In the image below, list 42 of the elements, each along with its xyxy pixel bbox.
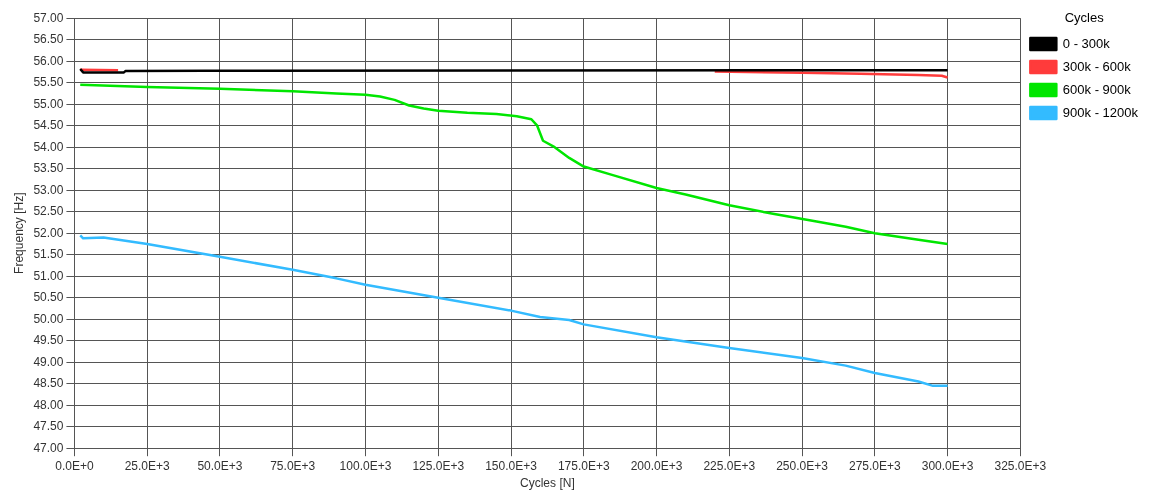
y-tick-label: 48.00 <box>33 397 64 412</box>
legend-label: 0 - 300k <box>1062 35 1111 51</box>
y-tick-label: 54.00 <box>33 139 64 154</box>
x-tick-label: 250.0E+3 <box>776 458 829 473</box>
x-tick-label: 25.0E+3 <box>124 458 171 473</box>
y-axis-title: Frequency [Hz] <box>11 192 26 274</box>
legend-label: 900k - 1200k <box>1062 104 1139 120</box>
y-tick-label: 56.00 <box>33 53 64 68</box>
x-tick-label: 325.0E+3 <box>994 458 1047 473</box>
x-tick-label: 300.0E+3 <box>921 458 974 473</box>
y-tick-label: 53.50 <box>33 161 64 176</box>
y-tick-label: 47.50 <box>33 419 64 434</box>
x-axis-title: Cycles [N] <box>520 476 575 491</box>
x-tick-label: 0.0E+0 <box>55 458 94 473</box>
y-tick-label: 57.00 <box>33 10 64 25</box>
y-tick-label: 55.00 <box>33 96 64 111</box>
legend-title: Cycles <box>1064 10 1105 26</box>
x-tick-label: 100.0E+3 <box>339 458 392 473</box>
y-tick-label: 48.50 <box>33 376 64 391</box>
legend-label: 300k - 600k <box>1062 58 1132 74</box>
y-tick-label: 54.50 <box>33 118 64 133</box>
y-tick-label: 51.00 <box>33 268 64 283</box>
y-tick-label: 53.00 <box>33 182 64 197</box>
x-tick-label: 75.0E+3 <box>270 458 316 473</box>
x-tick-label: 150.0E+3 <box>485 458 538 473</box>
x-tick-label: 275.0E+3 <box>848 458 901 473</box>
y-tick-label: 50.00 <box>33 311 64 326</box>
y-tick-label: 49.50 <box>33 333 64 348</box>
y-tick-label: 52.00 <box>33 225 64 240</box>
y-tick-label: 51.50 <box>33 247 64 262</box>
x-tick-label: 125.0E+3 <box>412 458 465 473</box>
legend-label: 600k - 900k <box>1062 81 1132 97</box>
y-tick-label: 49.00 <box>33 354 64 369</box>
y-tick-label: 52.50 <box>33 204 64 219</box>
y-tick-label: 56.50 <box>33 32 64 47</box>
x-tick-label: 200.0E+3 <box>630 458 683 473</box>
x-tick-label: 50.0E+3 <box>197 458 243 473</box>
y-tick-label: 55.50 <box>33 75 64 90</box>
x-tick-label: 175.0E+3 <box>557 458 610 473</box>
x-tick-label: 225.0E+3 <box>703 458 756 473</box>
y-tick-label: 50.50 <box>33 290 64 305</box>
y-tick-label: 47.00 <box>33 440 64 455</box>
